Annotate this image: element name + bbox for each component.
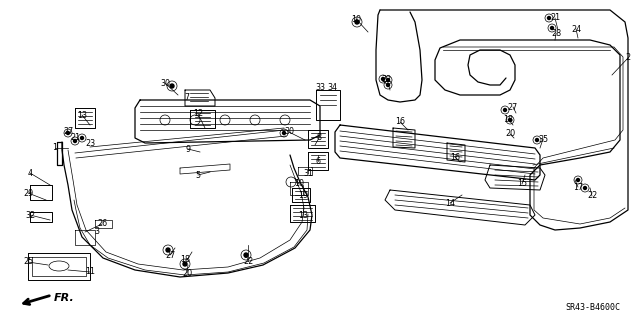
Circle shape bbox=[387, 84, 390, 86]
Circle shape bbox=[282, 131, 285, 135]
Text: 5: 5 bbox=[195, 170, 200, 180]
Text: 15: 15 bbox=[517, 180, 527, 189]
Circle shape bbox=[547, 17, 550, 19]
Text: 32: 32 bbox=[25, 211, 35, 219]
Text: 26: 26 bbox=[97, 219, 107, 228]
Text: 1: 1 bbox=[52, 144, 58, 152]
Text: 22: 22 bbox=[382, 75, 392, 84]
Circle shape bbox=[381, 78, 385, 80]
Circle shape bbox=[509, 118, 511, 122]
Text: 31: 31 bbox=[303, 168, 313, 177]
Circle shape bbox=[550, 26, 554, 29]
Circle shape bbox=[166, 248, 170, 252]
Circle shape bbox=[387, 78, 390, 81]
Text: 21: 21 bbox=[550, 13, 560, 23]
Circle shape bbox=[584, 187, 586, 189]
Text: 22: 22 bbox=[243, 256, 253, 265]
Text: 24: 24 bbox=[571, 25, 581, 33]
Text: 27: 27 bbox=[508, 102, 518, 112]
Text: 11: 11 bbox=[85, 268, 95, 277]
Text: 25: 25 bbox=[23, 257, 33, 266]
Text: 3: 3 bbox=[95, 226, 99, 235]
Text: 10: 10 bbox=[351, 14, 361, 24]
Circle shape bbox=[67, 131, 70, 135]
Text: 6: 6 bbox=[316, 157, 321, 166]
Text: 33: 33 bbox=[315, 84, 325, 93]
Text: 16: 16 bbox=[450, 152, 460, 161]
Circle shape bbox=[74, 139, 77, 143]
Text: 18: 18 bbox=[180, 256, 190, 264]
Text: 19: 19 bbox=[298, 190, 308, 199]
Text: 7: 7 bbox=[184, 93, 189, 102]
Text: 22: 22 bbox=[587, 191, 597, 201]
Text: 14: 14 bbox=[445, 198, 455, 207]
Text: 29: 29 bbox=[23, 189, 33, 197]
Text: 30: 30 bbox=[160, 78, 170, 87]
Text: 10: 10 bbox=[294, 180, 304, 189]
Text: 2: 2 bbox=[625, 54, 630, 63]
Text: 35: 35 bbox=[538, 135, 548, 144]
Text: 13: 13 bbox=[298, 211, 308, 219]
Text: 20: 20 bbox=[505, 130, 515, 138]
Circle shape bbox=[536, 138, 538, 142]
Text: 21: 21 bbox=[70, 133, 80, 143]
Text: 28: 28 bbox=[551, 28, 561, 38]
Circle shape bbox=[577, 179, 579, 182]
Circle shape bbox=[355, 20, 359, 24]
Text: 18: 18 bbox=[503, 115, 513, 123]
Text: FR.: FR. bbox=[54, 293, 75, 303]
Text: 30: 30 bbox=[284, 128, 294, 137]
Text: 16: 16 bbox=[395, 117, 405, 127]
Circle shape bbox=[504, 108, 506, 112]
Text: 27: 27 bbox=[165, 250, 175, 259]
Text: 27: 27 bbox=[64, 127, 74, 136]
Text: 17: 17 bbox=[573, 182, 583, 191]
Text: 12: 12 bbox=[193, 109, 203, 118]
Text: 34: 34 bbox=[327, 84, 337, 93]
Text: 4: 4 bbox=[28, 168, 33, 177]
Text: 9: 9 bbox=[186, 145, 191, 153]
Circle shape bbox=[183, 262, 187, 266]
Circle shape bbox=[81, 137, 83, 139]
Circle shape bbox=[244, 253, 248, 257]
Text: 13: 13 bbox=[77, 110, 87, 120]
Text: 8: 8 bbox=[317, 133, 321, 143]
Text: SR43-B4600C: SR43-B4600C bbox=[565, 303, 620, 312]
Text: 20: 20 bbox=[182, 269, 192, 278]
Text: 23: 23 bbox=[85, 139, 95, 149]
Circle shape bbox=[170, 84, 174, 88]
